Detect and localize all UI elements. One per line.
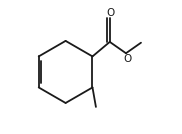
Text: O: O (106, 8, 115, 18)
Text: O: O (124, 54, 132, 64)
